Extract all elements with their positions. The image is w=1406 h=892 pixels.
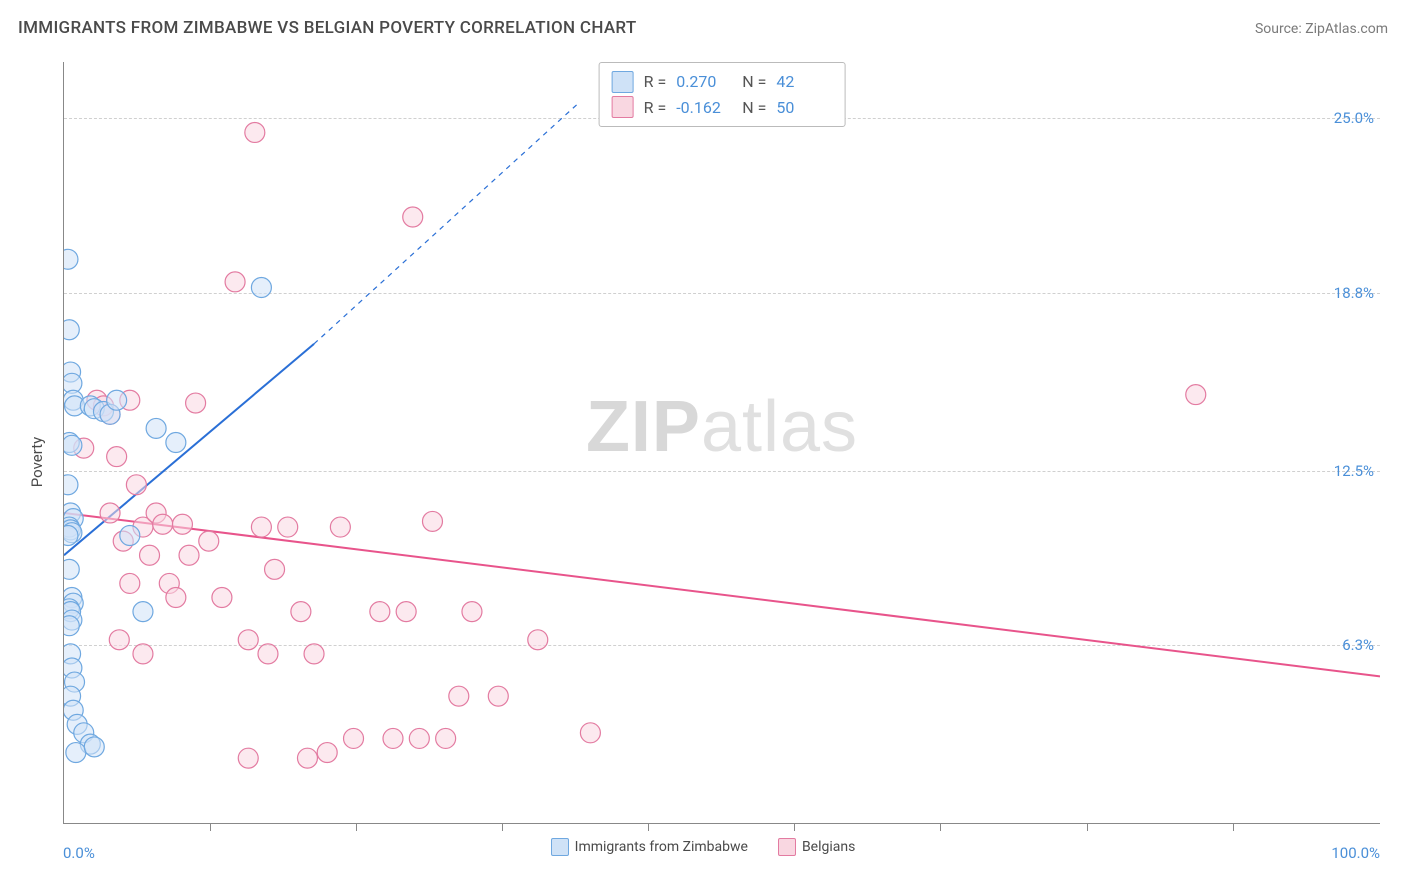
xtick [794,823,795,831]
xtick [502,823,503,831]
stats-r-1: -0.162 [676,95,732,121]
stats-row-1: R = -0.162 N = 50 [612,95,833,121]
chart-source: Source: ZipAtlas.com [1255,21,1388,37]
plot-svg [64,62,1380,823]
legend-swatch-1 [778,838,796,856]
chart-title: IMMIGRANTS FROM ZIMBABWE VS BELGIAN POVE… [18,18,637,38]
legend-swatch-0 [551,838,569,856]
stats-box: R = 0.270 N = 42 R = -0.162 N = 50 [599,62,846,127]
legend-label-1: Belgians [802,839,855,855]
chart-area: Poverty ZIPatlas R = 0.270 N = 42 R = -0… [18,50,1388,874]
plot-region: ZIPatlas R = 0.270 N = 42 R = -0.162 N =… [63,62,1380,824]
stats-swatch-1 [612,96,634,118]
xtick [648,823,649,831]
legend-label-0: Immigrants from Zimbabwe [575,839,748,855]
xtick [1233,823,1234,831]
bottom-legend: Immigrants from Zimbabwe Belgians [18,838,1388,856]
stats-swatch-0 [612,71,634,93]
stats-n-0: 42 [776,69,832,95]
stats-r-0: 0.270 [676,69,732,95]
chart-header: IMMIGRANTS FROM ZIMBABWE VS BELGIAN POVE… [18,18,1388,38]
xtick [356,823,357,831]
y-axis-label: Poverty [28,437,46,487]
xtick [940,823,941,831]
xtick [1087,823,1088,831]
stats-row-0: R = 0.270 N = 42 [612,69,833,95]
stats-n-1: 50 [776,95,832,121]
legend-item-1: Belgians [778,838,855,856]
legend-item-0: Immigrants from Zimbabwe [551,838,748,856]
xtick [210,823,211,831]
